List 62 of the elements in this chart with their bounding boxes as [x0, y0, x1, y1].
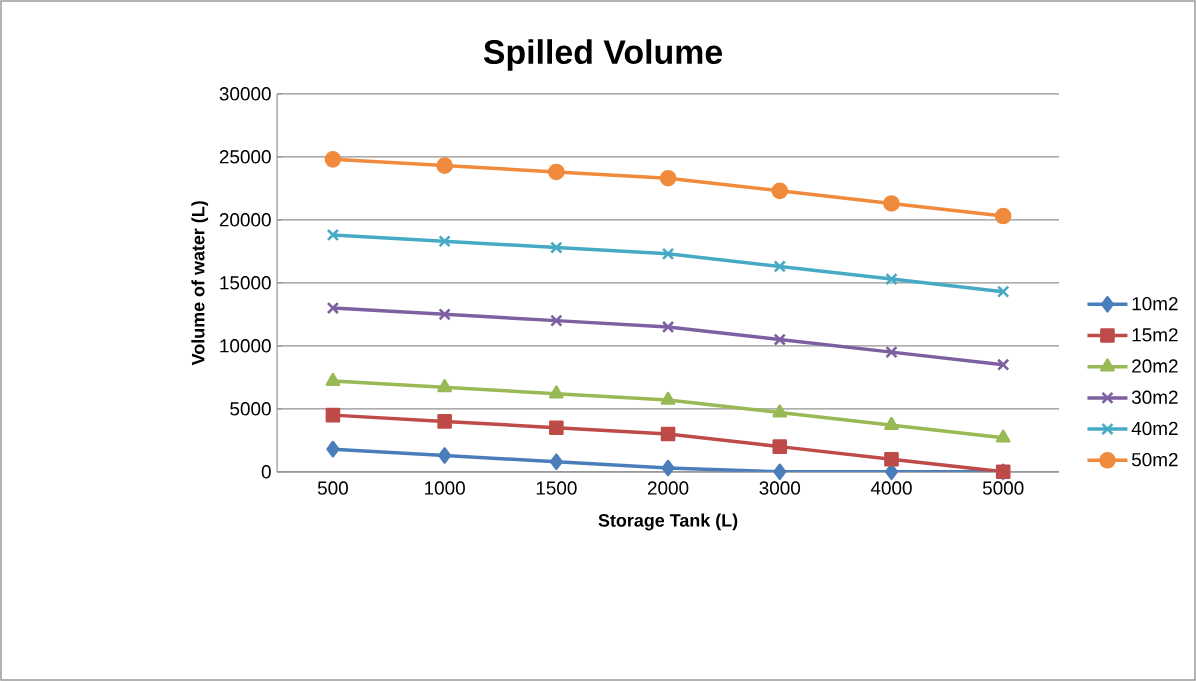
x-tick-label: 500: [317, 481, 348, 495]
legend-label: 15m2: [1132, 328, 1178, 342]
point: [996, 358, 1010, 371]
point: [771, 182, 789, 200]
point: [550, 241, 563, 254]
point: [996, 285, 1010, 298]
point: [994, 207, 1012, 225]
point: [436, 157, 453, 174]
point: [437, 414, 452, 429]
x-tick-label: 5000: [982, 481, 1024, 495]
x-axis-title: Storage Tank (L): [598, 513, 738, 531]
point: [550, 314, 563, 327]
point: [548, 385, 564, 399]
point: [660, 426, 676, 442]
legend-label: 50m2: [1131, 452, 1178, 467]
point: [438, 234, 451, 248]
x-tick-label: 3000: [759, 481, 801, 495]
point: [884, 451, 899, 467]
point: [995, 429, 1011, 443]
y-tick-label: 0: [261, 465, 271, 479]
point: [772, 439, 788, 454]
point: [549, 453, 563, 471]
y-tick-label: 15000: [220, 276, 271, 290]
y-tick-label: 10000: [220, 339, 271, 353]
point: [324, 151, 342, 168]
point: [437, 379, 452, 393]
y-axis-title: Volume of water (L): [191, 201, 209, 366]
point: [660, 391, 676, 405]
point: [438, 308, 451, 321]
legend-label: 30m2: [1131, 390, 1178, 404]
y-tick-label: 25000: [219, 150, 271, 164]
point: [659, 169, 677, 187]
point: [438, 447, 452, 464]
point: [661, 320, 675, 334]
x-tick-label: 1000: [425, 481, 465, 495]
point: [661, 247, 675, 261]
y-tick-label: 30000: [219, 87, 271, 101]
x-tick-label: 4000: [870, 481, 912, 495]
point: [326, 440, 340, 458]
y-tick-label: 5000: [230, 402, 271, 416]
point: [883, 195, 900, 212]
point: [773, 463, 787, 481]
point: [325, 372, 341, 386]
point: [549, 420, 564, 436]
point: [885, 345, 898, 359]
legend-label: 10m2: [1132, 296, 1178, 311]
legend-label: 20m2: [1132, 359, 1178, 373]
y-tick-label: 20000: [219, 213, 271, 227]
point: [773, 260, 787, 273]
point: [326, 228, 340, 242]
point: [772, 404, 788, 418]
legend-label: 40m2: [1131, 421, 1178, 436]
point: [661, 459, 675, 477]
point: [884, 416, 899, 430]
point: [773, 333, 787, 346]
x-tick-label: 2000: [647, 481, 689, 495]
point: [885, 272, 898, 286]
point: [548, 163, 565, 181]
chart-title: Spilled Volume: [483, 39, 723, 71]
x-tick-label: 1500: [536, 481, 577, 495]
point: [325, 407, 341, 423]
point: [326, 301, 340, 315]
